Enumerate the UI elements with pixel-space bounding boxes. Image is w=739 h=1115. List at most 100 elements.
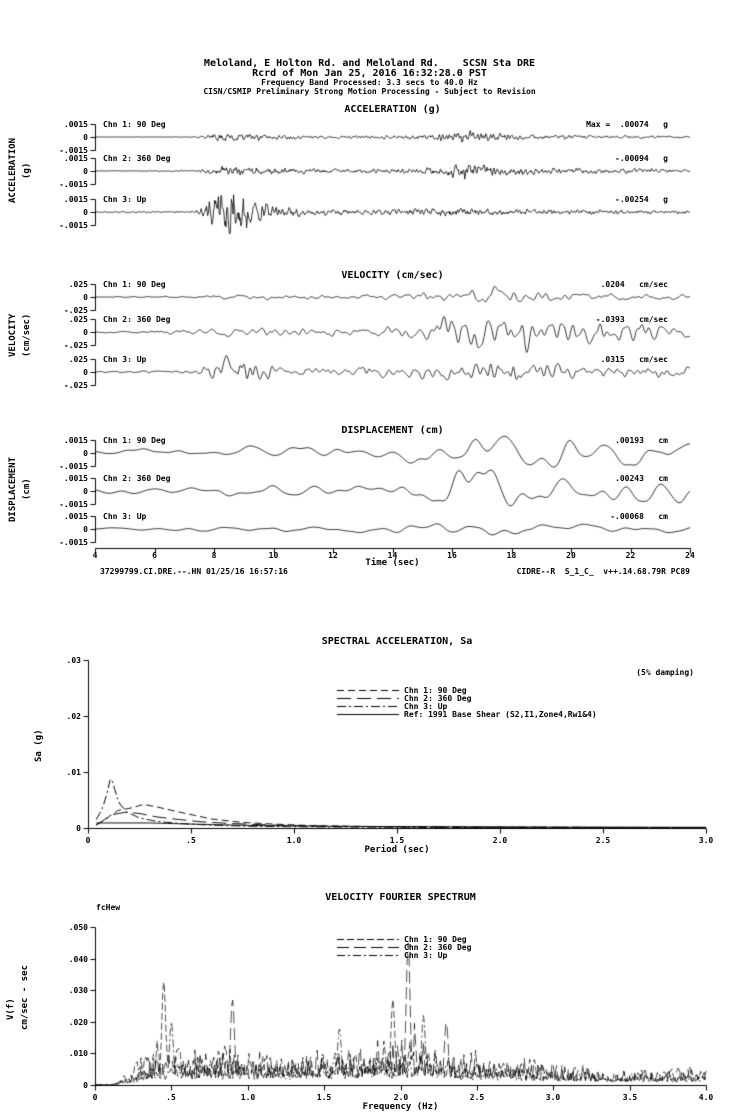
displacement-y-tick-label: -.0015 [59,500,88,509]
velocity-y-tick-label: .025 [68,355,88,364]
time-axis-label: Time (sec) [365,558,420,568]
displacement-y-tick-label: -.0015 [59,538,88,547]
acceleration-y-tick-label: .0015 [63,195,88,204]
displacement-y-tick-label: 0 [83,525,88,534]
displacement-axis-unit: (cm) [22,478,32,501]
fourier-x-tick-label: 4.0 [698,1093,714,1102]
time-tick-label: 16 [447,551,457,560]
acceleration-axis-label: ACCELERATION [8,137,18,203]
fourier-x-tick-label: 1.5 [316,1093,332,1102]
record-datetime: Rcrd of Mon Jan 25, 2016 16:32:28.0 PST [252,68,487,79]
fourier-x-tick-label: 0 [92,1093,98,1102]
record-id-footer: 37299799.CI.DRE.--.HN 01/25/16 16:57:16 [100,567,288,576]
sa-y-tick-label: 0 [76,824,81,833]
station-title: Meloland, E Holton Rd. and Meloland Rd. … [203,58,536,69]
displacement-channel-label: Chn 3: Up [103,512,147,521]
fourier-y-tick-label: .010 [68,1049,88,1058]
displacement-y-tick-label: .0015 [63,474,88,483]
sa-y-axis-label: Sa (g) [34,729,44,762]
velocity-y-tick-label: -.025 [63,381,88,390]
acceleration-y-tick-label: .0015 [63,154,88,163]
time-tick-label: 8 [211,551,217,560]
fourier-x-tick-label: 2.5 [469,1093,485,1102]
time-tick-label: 14 [387,551,398,560]
velocity-title: VELOCITY (cm/sec) [341,270,444,281]
acceleration-channel-label: Chn 2: 360 Deg [103,154,171,163]
time-tick-label: 18 [506,551,517,560]
displacement-y-tick-label: 0 [83,449,88,458]
sa-legend-chn3: Chn 3: Up [404,702,448,711]
velocity-axis-label: VELOCITY [8,313,18,357]
sa-y-tick-label: .03 [66,656,81,665]
fourier-spectrum-title: VELOCITY FOURIER SPECTRUM [325,892,476,903]
velocity-peak-label: -.0393 cm/sec [595,315,668,324]
frequency-band-note: Frequency Band Processed: 3.3 secs to 40… [261,78,478,87]
acceleration-channel-label: Chn 1: 90 Deg [103,120,166,129]
fourier-x-tick-label: 3.0 [545,1093,561,1102]
acceleration-title: ACCELERATION (g) [344,104,441,115]
sa-x-tick-label: 0 [85,836,91,845]
displacement-y-tick-label: 0 [83,487,88,496]
sa-legend-chn1: Chn 1: 90 Deg [404,686,467,695]
acceleration-y-tick-label: -.0015 [59,221,88,230]
fourier-y-axis-unit: cm/sec - sec [20,964,30,1030]
fourier-y-tick-label: 0 [83,1081,88,1090]
velocity-y-tick-label: -.025 [63,306,88,315]
sa-x-tick-label: 2.5 [595,836,611,845]
displacement-y-tick-label: .0015 [63,436,88,445]
fourier-x-tick-label: 3.5 [622,1093,638,1102]
velocity-channel-label: Chn 1: 90 Deg [103,280,166,289]
spectral-acceleration-title: SPECTRAL ACCELERATION, Sa [321,636,473,647]
acceleration-peak-label: -.00094 g [615,154,668,163]
fourier-y-tick-label: .040 [68,955,88,964]
velocity-peak-label: .0204 cm/sec [600,280,668,289]
fourier-legend-chn2: Chn 2: 360 Deg [404,943,472,952]
fc-corner-label: fcHew [96,903,121,912]
displacement-channel-label: Chn 2: 360 Deg [103,474,171,483]
fourier-y-tick-label: .030 [68,986,88,995]
displacement-axis-label: DISPLACEMENT [8,456,18,523]
acceleration-axis-unit: (g) [22,162,32,179]
acceleration-peak-label: -.00254 g [615,195,668,204]
sa-x-tick-label: .5 [186,836,196,845]
time-tick-label: 12 [328,551,338,560]
velocity-y-tick-label: .025 [68,315,88,324]
fourier-y-tick-label: .050 [68,923,88,932]
fourier-x-tick-label: 2.0 [393,1093,409,1102]
fourier-x-axis-label: Frequency (Hz) [362,1102,439,1112]
velocity-y-tick-label: 0 [83,368,88,377]
sa-x-tick-label: 2.0 [492,836,508,845]
displacement-y-tick-label: -.0015 [59,462,88,471]
displacement-peak-label: .00193 cm [615,436,668,445]
acceleration-y-tick-label: -.0015 [59,180,88,189]
time-tick-label: 4 [92,551,98,560]
sa-x-axis-label: Period (sec) [364,845,430,855]
sa-x-tick-label: 1.5 [389,836,405,845]
fourier-x-tick-label: .5 [166,1093,176,1102]
damping-annotation: (5% damping) [636,668,694,677]
fourier-legend-chn3: Chn 3: Up [404,951,448,960]
acceleration-y-tick-label: -.0015 [59,146,88,155]
acceleration-y-tick-label: 0 [83,208,88,217]
fourier-y-tick-label: .020 [68,1018,88,1027]
time-tick-label: 10 [268,551,279,560]
time-tick-label: 22 [625,551,636,560]
time-tick-label: 6 [152,551,157,560]
displacement-title: DISPLACEMENT (cm) [341,425,444,436]
velocity-y-tick-label: 0 [83,293,88,302]
velocity-y-tick-label: 0 [83,328,88,337]
sa-x-tick-label: 1.0 [286,836,302,845]
acceleration-peak-label: Max = .00074 g [586,120,668,129]
velocity-channel-label: Chn 2: 360 Deg [103,315,171,324]
acceleration-y-tick-label: .0015 [63,120,88,129]
acceleration-channel-label: Chn 3: Up [103,195,147,204]
displacement-peak-label: -.00068 cm [610,512,668,521]
velocity-peak-label: .0315 cm/sec [600,355,668,364]
time-tick-label: 24 [685,551,695,560]
processing-note: CISN/CSMIP Preliminary Strong Motion Pro… [203,87,536,96]
sa-y-tick-label: .01 [66,768,81,777]
sa-legend-chn2: Chn 2: 360 Deg [404,694,472,703]
velocity-channel-label: Chn 3: Up [103,355,147,364]
